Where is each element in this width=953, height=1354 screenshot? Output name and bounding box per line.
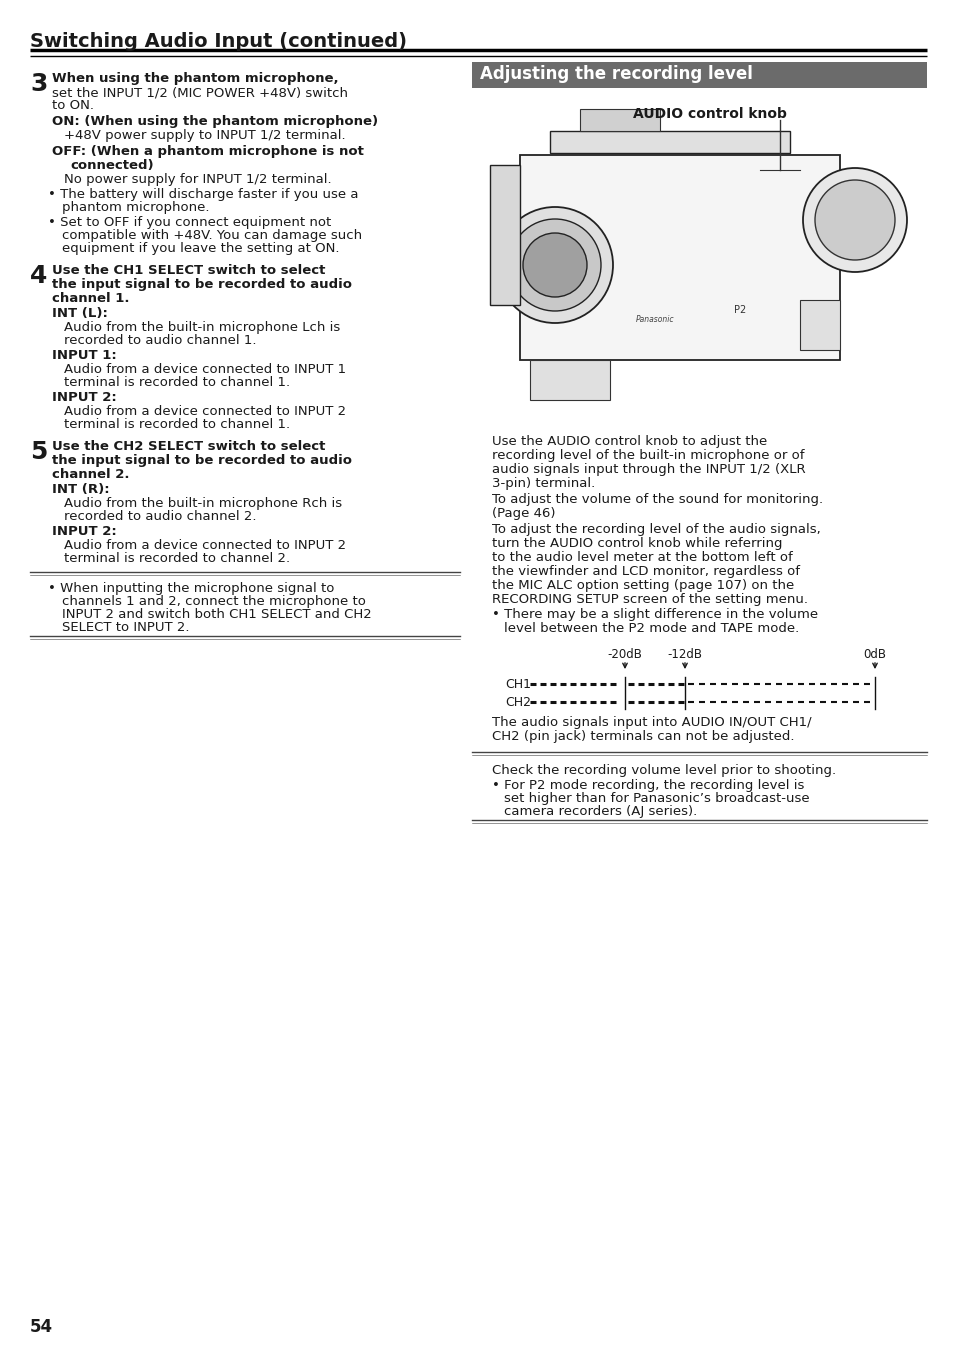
Text: • When inputting the microphone signal to: • When inputting the microphone signal t…: [48, 582, 334, 594]
Circle shape: [814, 180, 894, 260]
Text: • For P2 mode recording, the recording level is: • For P2 mode recording, the recording l…: [492, 779, 803, 792]
Bar: [472, 62, 926, 88]
Text: OFF: (When a phantom microphone is not: OFF: (When a phantom microphone is not: [52, 145, 363, 158]
Text: turn the AUDIO control knob while referring: turn the AUDIO control knob while referr…: [492, 538, 781, 550]
Text: channel 2.: channel 2.: [52, 468, 130, 481]
Text: terminal is recorded to channel 2.: terminal is recorded to channel 2.: [64, 552, 290, 565]
Text: CH2 (pin jack) terminals can not be adjusted.: CH2 (pin jack) terminals can not be adju…: [492, 730, 794, 743]
Text: the MIC ALC option setting (page 107) on the: the MIC ALC option setting (page 107) on…: [492, 580, 794, 592]
Text: channel 1.: channel 1.: [52, 292, 130, 305]
Text: phantom microphone.: phantom microphone.: [62, 200, 210, 214]
Text: Check the recording volume level prior to shooting.: Check the recording volume level prior t…: [492, 764, 835, 777]
Text: the input signal to be recorded to audio: the input signal to be recorded to audio: [52, 278, 352, 291]
Text: The audio signals input into AUDIO IN/OUT CH1/: The audio signals input into AUDIO IN/OU…: [492, 716, 811, 728]
Text: Panasonic: Panasonic: [635, 315, 674, 325]
Bar: [800, 301, 840, 349]
Text: INPUT 2 and switch both CH1 SELECT and CH2: INPUT 2 and switch both CH1 SELECT and C…: [62, 608, 372, 621]
Text: INPUT 1:: INPUT 1:: [52, 349, 116, 362]
Text: set higher than for Panasonic’s broadcast-use: set higher than for Panasonic’s broadcas…: [503, 792, 809, 806]
Circle shape: [509, 219, 600, 311]
Bar: [550, 131, 789, 153]
Text: level between the P2 mode and TAPE mode.: level between the P2 mode and TAPE mode.: [503, 621, 799, 635]
Text: 0dB: 0dB: [862, 649, 885, 661]
Text: equipment if you leave the setting at ON.: equipment if you leave the setting at ON…: [62, 242, 339, 255]
Text: recording level of the built-in microphone or of: recording level of the built-in micropho…: [492, 450, 803, 462]
Text: To adjust the volume of the sound for monitoring.: To adjust the volume of the sound for mo…: [492, 493, 822, 506]
Text: ON: (When using the phantom microphone): ON: (When using the phantom microphone): [52, 115, 377, 129]
Text: 5: 5: [30, 440, 48, 464]
Text: Use the CH1 SELECT switch to select: Use the CH1 SELECT switch to select: [52, 264, 325, 278]
Text: terminal is recorded to channel 1.: terminal is recorded to channel 1.: [64, 418, 290, 431]
Text: Adjusting the recording level: Adjusting the recording level: [479, 65, 752, 83]
Bar: [490, 165, 519, 305]
Text: Use the CH2 SELECT switch to select: Use the CH2 SELECT switch to select: [52, 440, 325, 454]
Text: recorded to audio channel 1.: recorded to audio channel 1.: [64, 334, 256, 347]
Text: to the audio level meter at the bottom left of: to the audio level meter at the bottom l…: [492, 551, 792, 565]
Circle shape: [497, 207, 613, 324]
Text: • There may be a slight difference in the volume: • There may be a slight difference in th…: [492, 608, 818, 621]
Bar: [519, 154, 840, 360]
Text: -20dB: -20dB: [607, 649, 641, 661]
Text: CH2: CH2: [504, 696, 531, 709]
Text: No power supply for INPUT 1/2 terminal.: No power supply for INPUT 1/2 terminal.: [64, 173, 332, 185]
Text: to ON.: to ON.: [52, 99, 94, 112]
Text: Audio from a device connected to INPUT 1: Audio from a device connected to INPUT 1: [64, 363, 346, 376]
Text: INPUT 2:: INPUT 2:: [52, 525, 116, 538]
Text: -12dB: -12dB: [667, 649, 701, 661]
Text: Switching Audio Input (continued): Switching Audio Input (continued): [30, 32, 407, 51]
Text: the viewfinder and LCD monitor, regardless of: the viewfinder and LCD monitor, regardle…: [492, 565, 800, 578]
Text: 54: 54: [30, 1317, 53, 1336]
Text: CH1: CH1: [504, 678, 531, 691]
Text: INPUT 2:: INPUT 2:: [52, 391, 116, 403]
Circle shape: [802, 168, 906, 272]
Text: the input signal to be recorded to audio: the input signal to be recorded to audio: [52, 454, 352, 467]
Text: SELECT to INPUT 2.: SELECT to INPUT 2.: [62, 621, 190, 634]
Text: RECORDING SETUP screen of the setting menu.: RECORDING SETUP screen of the setting me…: [492, 593, 807, 607]
Text: Audio from the built-in microphone Lch is: Audio from the built-in microphone Lch i…: [64, 321, 340, 334]
Text: 4: 4: [30, 264, 48, 288]
Text: audio signals input through the INPUT 1/2 (XLR: audio signals input through the INPUT 1/…: [492, 463, 804, 477]
Text: terminal is recorded to channel 1.: terminal is recorded to channel 1.: [64, 376, 290, 389]
Text: AUDIO control knob: AUDIO control knob: [633, 107, 786, 121]
Text: Audio from a device connected to INPUT 2: Audio from a device connected to INPUT 2: [64, 405, 346, 418]
Text: channels 1 and 2, connect the microphone to: channels 1 and 2, connect the microphone…: [62, 594, 366, 608]
Text: • Set to OFF if you connect equipment not: • Set to OFF if you connect equipment no…: [48, 217, 331, 229]
Text: 3: 3: [30, 72, 48, 96]
Text: (Page 46): (Page 46): [492, 506, 555, 520]
Text: +48V power supply to INPUT 1/2 terminal.: +48V power supply to INPUT 1/2 terminal.: [64, 129, 345, 142]
Bar: [530, 360, 609, 399]
Text: Audio from a device connected to INPUT 2: Audio from a device connected to INPUT 2: [64, 539, 346, 552]
Text: connected): connected): [70, 158, 153, 172]
Circle shape: [522, 233, 586, 297]
Text: • The battery will discharge faster if you use a: • The battery will discharge faster if y…: [48, 188, 358, 200]
Text: camera recorders (AJ series).: camera recorders (AJ series).: [503, 806, 697, 818]
Text: recorded to audio channel 2.: recorded to audio channel 2.: [64, 510, 256, 523]
Text: Use the AUDIO control knob to adjust the: Use the AUDIO control knob to adjust the: [492, 435, 766, 448]
Text: 3-pin) terminal.: 3-pin) terminal.: [492, 477, 595, 490]
Text: P2: P2: [733, 305, 745, 315]
Text: INT (L):: INT (L):: [52, 307, 108, 320]
Text: To adjust the recording level of the audio signals,: To adjust the recording level of the aud…: [492, 523, 820, 536]
Text: When using the phantom microphone,: When using the phantom microphone,: [52, 72, 338, 85]
Text: Audio from the built-in microphone Rch is: Audio from the built-in microphone Rch i…: [64, 497, 342, 510]
Bar: [579, 110, 659, 131]
Text: INT (R):: INT (R):: [52, 483, 110, 496]
Text: compatible with +48V. You can damage such: compatible with +48V. You can damage suc…: [62, 229, 362, 242]
Text: set the INPUT 1/2 (MIC POWER +48V) switch: set the INPUT 1/2 (MIC POWER +48V) switc…: [52, 87, 348, 99]
